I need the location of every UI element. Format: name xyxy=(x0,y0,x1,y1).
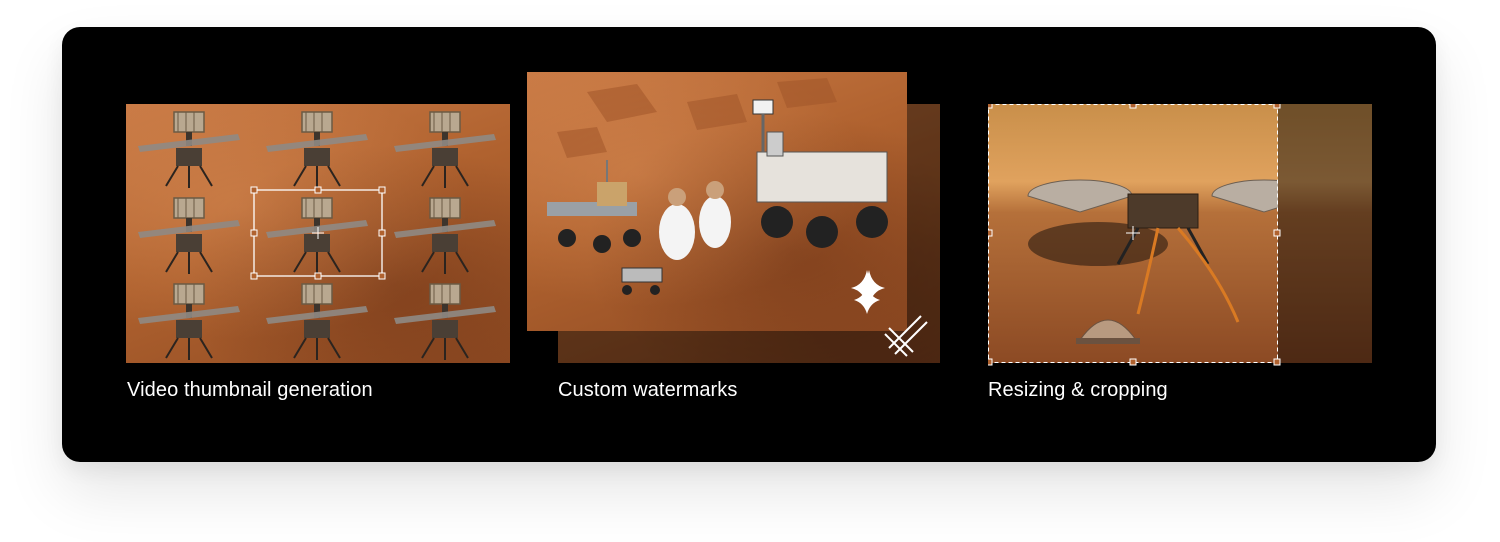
helicopter-grid-image xyxy=(137,111,497,361)
logo-mark-icon xyxy=(883,310,931,358)
crop-handles-icon xyxy=(988,104,1288,369)
solar-panel-left xyxy=(1027,179,1133,213)
scientists-graphic xyxy=(659,181,731,260)
medium-rover-graphic xyxy=(547,160,641,253)
large-rover-graphic xyxy=(752,99,888,248)
feature-card: Video thumbnail generation xyxy=(62,27,1436,462)
rovers-image xyxy=(547,78,888,314)
crop-frame-icon xyxy=(250,186,386,280)
helicopter-thumbnail-grid xyxy=(126,104,510,363)
feature-label: Resizing & cropping xyxy=(988,379,1168,401)
seismometer-dome-graphic xyxy=(1076,319,1140,344)
small-rover-graphic xyxy=(621,267,663,295)
rovers-photo xyxy=(527,72,907,331)
lander-photo-cropped xyxy=(988,104,1278,363)
feature-label: Custom watermarks xyxy=(558,379,738,401)
lander-body-graphic xyxy=(1116,193,1240,323)
sparkle-icon xyxy=(851,270,885,314)
feature-label: Video thumbnail generation xyxy=(127,379,373,401)
solar-panel-right xyxy=(1211,179,1278,213)
